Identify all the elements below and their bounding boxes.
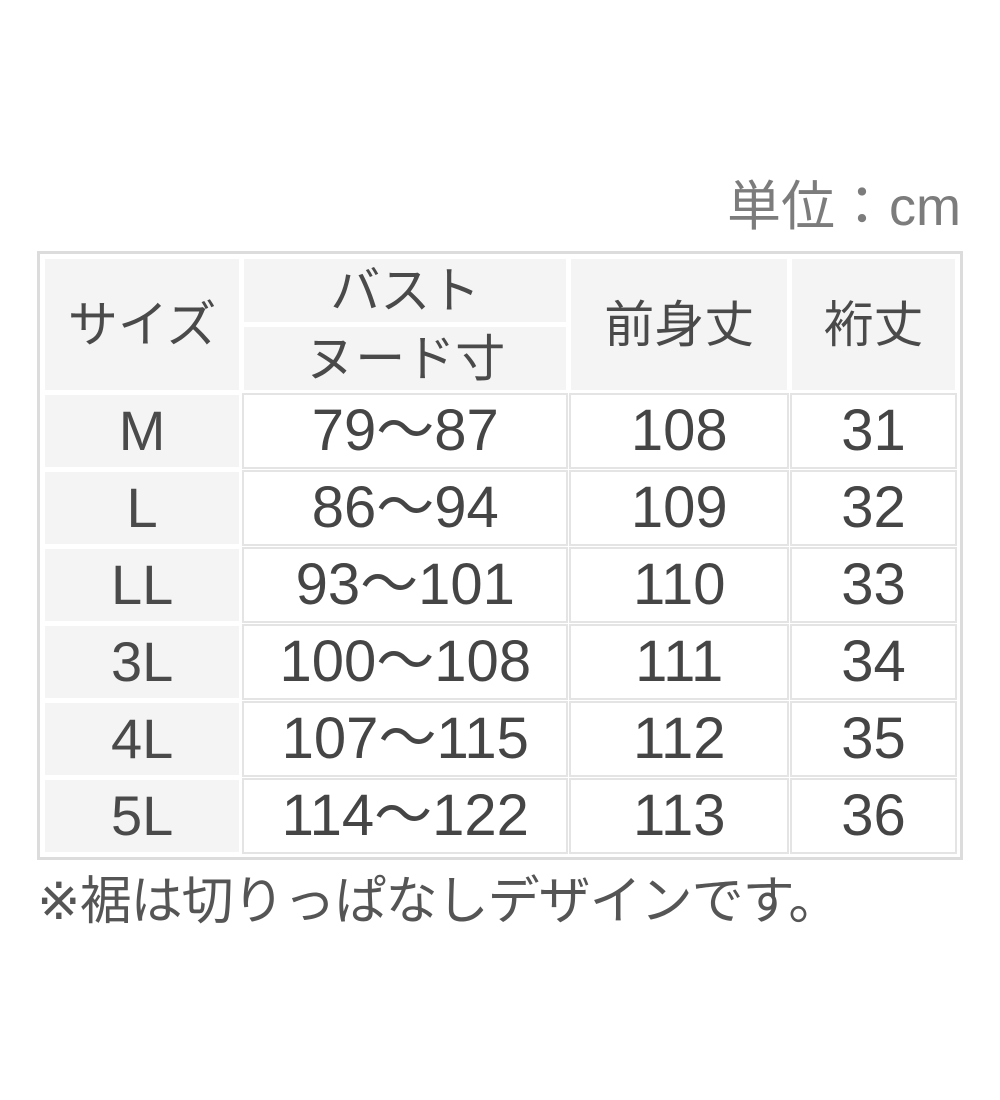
table-row-ll: LL 93～101 110 33 (45, 549, 955, 622)
sleeve-length-cell: 33 (792, 549, 955, 622)
bust-cell: 107～115 (244, 703, 567, 776)
size-chart-table: サイズ バスト 前身丈 裄丈 ヌード寸 M 79～87 108 31 L 86～… (37, 251, 963, 861)
bust-cell: 100～108 (244, 626, 567, 699)
front-length-cell: 110 (571, 549, 788, 622)
bust-cell: 114～122 (244, 780, 567, 853)
column-header-sleeve-length: 裄丈 (792, 259, 955, 391)
size-chart-page: 単位：cm サイズ バスト 前身丈 裄丈 ヌード寸 M 79～87 108 (37, 177, 963, 932)
front-length-cell: 113 (571, 780, 788, 853)
size-cell: M (45, 395, 240, 468)
sleeve-length-cell: 36 (792, 780, 955, 853)
bust-cell: 86～94 (244, 472, 567, 545)
size-cell: 5L (45, 780, 240, 853)
sleeve-length-cell: 34 (792, 626, 955, 699)
sleeve-length-cell: 32 (792, 472, 955, 545)
size-cell: 3L (45, 626, 240, 699)
table-row-3l: 3L 100～108 111 34 (45, 626, 955, 699)
column-header-bust-nude: ヌード寸 (244, 327, 567, 391)
size-cell: 4L (45, 703, 240, 776)
front-length-cell: 109 (571, 472, 788, 545)
front-length-cell: 112 (571, 703, 788, 776)
size-cell: L (45, 472, 240, 545)
table-row-5l: 5L 114～122 113 36 (45, 780, 955, 853)
column-header-front-length: 前身丈 (571, 259, 788, 391)
bust-cell: 79～87 (244, 395, 567, 468)
table-row-l: L 86～94 109 32 (45, 472, 955, 545)
front-length-cell: 111 (571, 626, 788, 699)
unit-label: 単位：cm (727, 177, 961, 237)
bust-cell: 93～101 (244, 549, 567, 622)
hem-design-footnote: ※裾は切りっぱなしデザインです。 (37, 873, 840, 932)
sleeve-length-cell: 35 (792, 703, 955, 776)
table-row-m: M 79～87 108 31 (45, 395, 955, 468)
table-row-4l: 4L 107～115 112 35 (45, 703, 955, 776)
front-length-cell: 108 (571, 395, 788, 468)
column-header-bust: バスト (244, 259, 567, 323)
sleeve-length-cell: 31 (792, 395, 955, 468)
column-header-size: サイズ (45, 259, 240, 391)
size-cell: LL (45, 549, 240, 622)
